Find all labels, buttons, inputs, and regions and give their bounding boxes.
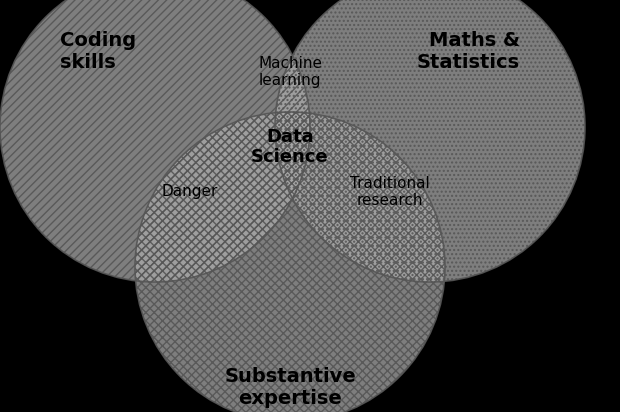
Text: Machine
learning: Machine learning [258, 56, 322, 88]
Circle shape [135, 112, 445, 412]
Text: Coding
skills: Coding skills [60, 31, 136, 73]
Circle shape [275, 0, 585, 282]
Text: Traditional
research: Traditional research [350, 176, 430, 208]
Text: Maths &
Statistics: Maths & Statistics [417, 31, 520, 73]
Text: Substantive
expertise: Substantive expertise [224, 367, 356, 407]
Circle shape [0, 0, 310, 282]
Text: Data
Science: Data Science [251, 128, 329, 166]
Text: Danger: Danger [162, 185, 218, 199]
